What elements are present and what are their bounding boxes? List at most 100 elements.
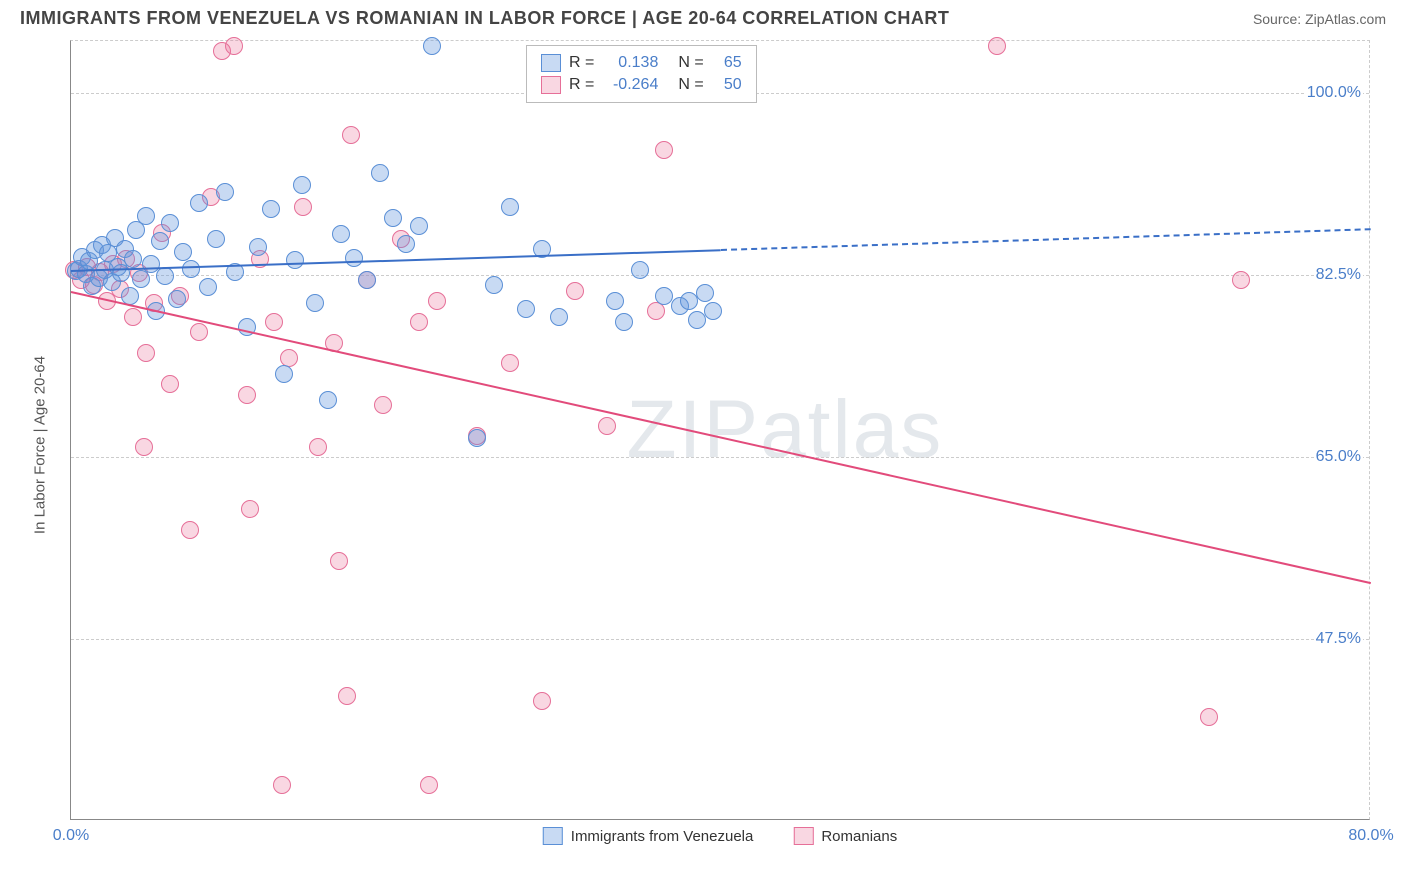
scatter-point-romanians bbox=[225, 37, 243, 55]
series-legend: Immigrants from Venezuela Romanians bbox=[543, 827, 897, 845]
scatter-point-venezuela bbox=[501, 198, 519, 216]
scatter-point-romanians bbox=[342, 126, 360, 144]
scatter-point-venezuela bbox=[262, 200, 280, 218]
scatter-point-romanians bbox=[1232, 271, 1250, 289]
scatter-point-venezuela bbox=[704, 302, 722, 320]
scatter-point-venezuela bbox=[688, 311, 706, 329]
scatter-point-venezuela bbox=[132, 270, 150, 288]
scatter-point-romanians bbox=[988, 37, 1006, 55]
scatter-point-romanians bbox=[190, 323, 208, 341]
legend-r-value: 0.138 bbox=[602, 54, 658, 72]
scatter-point-romanians bbox=[241, 500, 259, 518]
scatter-point-romanians bbox=[309, 438, 327, 456]
scatter-point-venezuela bbox=[655, 287, 673, 305]
scatter-point-venezuela bbox=[696, 284, 714, 302]
scatter-point-romanians bbox=[265, 313, 283, 331]
scatter-point-venezuela bbox=[606, 292, 624, 310]
scatter-point-romanians bbox=[598, 417, 616, 435]
scatter-point-venezuela bbox=[249, 238, 267, 256]
scatter-point-romanians bbox=[1200, 708, 1218, 726]
legend-r-value: -0.264 bbox=[602, 76, 658, 94]
chart-title: IMMIGRANTS FROM VENEZUELA VS ROMANIAN IN… bbox=[20, 8, 949, 29]
legend-label: Immigrants from Venezuela bbox=[571, 828, 754, 845]
scatter-point-venezuela bbox=[293, 176, 311, 194]
x-tick-label: 0.0% bbox=[53, 827, 89, 845]
legend-label: Romanians bbox=[821, 828, 897, 845]
scatter-point-romanians bbox=[338, 687, 356, 705]
scatter-point-romanians bbox=[410, 313, 428, 331]
scatter-point-venezuela bbox=[332, 225, 350, 243]
scatter-point-venezuela bbox=[168, 290, 186, 308]
scatter-point-venezuela bbox=[371, 164, 389, 182]
scatter-point-romanians bbox=[294, 198, 312, 216]
scatter-point-romanians bbox=[181, 521, 199, 539]
y-axis-title: In Labor Force | Age 20-64 bbox=[32, 356, 49, 534]
gridline bbox=[71, 275, 1369, 276]
legend-n-label: N = bbox=[678, 76, 703, 94]
scatter-point-venezuela bbox=[550, 308, 568, 326]
scatter-point-venezuela bbox=[161, 214, 179, 232]
legend-n-value: 65 bbox=[712, 54, 742, 72]
legend-swatch bbox=[541, 76, 561, 94]
scatter-point-venezuela bbox=[384, 209, 402, 227]
scatter-point-venezuela bbox=[410, 217, 428, 235]
y-tick-label: 47.5% bbox=[1314, 630, 1363, 648]
scatter-point-romanians bbox=[374, 396, 392, 414]
chart-container: In Labor Force | Age 20-64 ZIPatlas 47.5… bbox=[50, 40, 1390, 850]
scatter-point-romanians bbox=[647, 302, 665, 320]
scatter-point-romanians bbox=[124, 308, 142, 326]
scatter-point-romanians bbox=[428, 292, 446, 310]
regression-line-venezuela bbox=[721, 228, 1371, 251]
scatter-point-romanians bbox=[161, 375, 179, 393]
scatter-point-romanians bbox=[238, 386, 256, 404]
regression-line-romanians bbox=[71, 291, 1371, 584]
scatter-point-venezuela bbox=[485, 276, 503, 294]
scatter-point-venezuela bbox=[137, 207, 155, 225]
legend-r-label: R = bbox=[569, 54, 594, 72]
scatter-point-venezuela bbox=[319, 391, 337, 409]
scatter-point-venezuela bbox=[468, 429, 486, 447]
scatter-point-romanians bbox=[137, 344, 155, 362]
legend-swatch bbox=[793, 827, 813, 845]
scatter-point-romanians bbox=[655, 141, 673, 159]
scatter-point-romanians bbox=[420, 776, 438, 794]
scatter-point-venezuela bbox=[190, 194, 208, 212]
gridline bbox=[71, 639, 1369, 640]
scatter-point-venezuela bbox=[615, 313, 633, 331]
scatter-point-venezuela bbox=[680, 292, 698, 310]
plot-area: ZIPatlas 47.5%65.0%82.5%100.0%0.0%80.0%R… bbox=[70, 40, 1370, 820]
scatter-point-venezuela bbox=[631, 261, 649, 279]
scatter-point-romanians bbox=[273, 776, 291, 794]
scatter-point-romanians bbox=[135, 438, 153, 456]
scatter-point-venezuela bbox=[275, 365, 293, 383]
y-tick-label: 65.0% bbox=[1314, 448, 1363, 466]
scatter-point-venezuela bbox=[199, 278, 217, 296]
y-tick-label: 82.5% bbox=[1314, 266, 1363, 284]
legend-swatch bbox=[543, 827, 563, 845]
scatter-point-venezuela bbox=[397, 235, 415, 253]
scatter-point-venezuela bbox=[216, 183, 234, 201]
scatter-point-venezuela bbox=[286, 251, 304, 269]
regression-line-venezuela bbox=[71, 249, 721, 272]
x-tick-label: 80.0% bbox=[1348, 827, 1393, 845]
legend-n-label: N = bbox=[678, 54, 703, 72]
scatter-point-venezuela bbox=[306, 294, 324, 312]
scatter-point-venezuela bbox=[182, 260, 200, 278]
scatter-point-venezuela bbox=[517, 300, 535, 318]
source-label: Source: ZipAtlas.com bbox=[1253, 11, 1386, 27]
legend-n-value: 50 bbox=[712, 76, 742, 94]
scatter-point-venezuela bbox=[124, 250, 142, 268]
correlation-legend: R = 0.138 N = 65 R = -0.264 N = 50 bbox=[526, 45, 757, 103]
scatter-point-venezuela bbox=[156, 267, 174, 285]
scatter-point-venezuela bbox=[345, 249, 363, 267]
scatter-point-venezuela bbox=[151, 232, 169, 250]
scatter-point-venezuela bbox=[423, 37, 441, 55]
watermark: ZIPatlas bbox=[627, 383, 944, 477]
scatter-point-romanians bbox=[330, 552, 348, 570]
legend-swatch bbox=[541, 54, 561, 72]
scatter-point-romanians bbox=[533, 692, 551, 710]
scatter-point-romanians bbox=[501, 354, 519, 372]
scatter-point-venezuela bbox=[174, 243, 192, 261]
legend-r-label: R = bbox=[569, 76, 594, 94]
gridline bbox=[71, 457, 1369, 458]
